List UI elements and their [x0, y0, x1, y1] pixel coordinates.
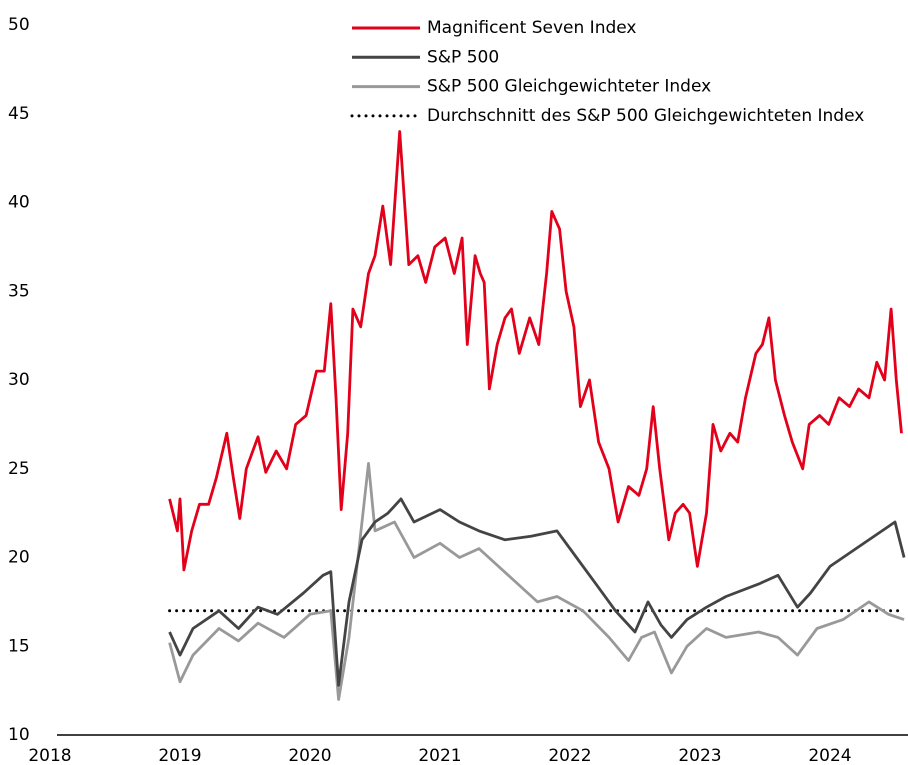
- y-tick-label: 25: [8, 459, 30, 479]
- x-tick-label: 2023: [678, 746, 721, 765]
- series-line: [168, 462, 905, 701]
- x-tick-label: 2024: [808, 746, 851, 765]
- x-tick-label: 2019: [158, 746, 201, 765]
- x-tick-label: 2020: [288, 746, 331, 765]
- legend-label: Durchschnitt des S&P 500 Gleichgewichtet…: [427, 106, 864, 126]
- y-tick-label: 15: [8, 636, 30, 656]
- x-tick-label: 2022: [548, 746, 591, 765]
- y-tick-label: 20: [8, 548, 30, 568]
- x-tick-label: 2021: [418, 746, 461, 765]
- y-tick-label: 10: [8, 725, 30, 745]
- y-tick-label: 45: [8, 104, 30, 124]
- legend-label: S&P 500: [427, 47, 499, 67]
- legend-label: Magnificent Seven Index: [427, 18, 636, 38]
- y-tick-label: 30: [8, 370, 30, 390]
- y-tick-label: 40: [8, 193, 30, 213]
- x-tick-label: 2018: [28, 746, 71, 765]
- y-tick-label: 50: [8, 15, 30, 35]
- series-line: [168, 497, 906, 687]
- series-line: [168, 130, 903, 572]
- legend-label: S&P 500 Gleichgewichteter Index: [427, 77, 711, 97]
- y-tick-label: 35: [8, 281, 30, 301]
